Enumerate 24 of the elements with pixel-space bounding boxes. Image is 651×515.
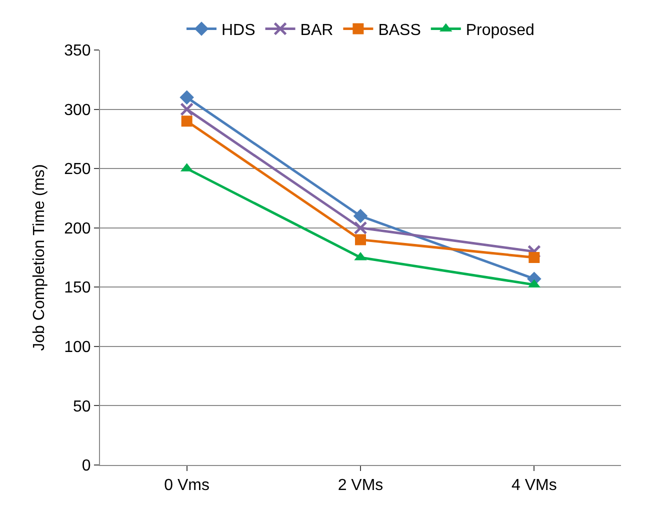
- y-axis-title: Job Completion Time (ms): [30, 164, 48, 351]
- point: [527, 244, 541, 258]
- y-tick-label: 250: [64, 161, 91, 178]
- point: [353, 208, 368, 224]
- y-tick-label: 300: [64, 102, 91, 119]
- y-tick-label: 0: [82, 458, 91, 475]
- legend-label: Proposed: [466, 22, 534, 39]
- point: [180, 102, 194, 116]
- x-tick-label: 4 VMs: [512, 477, 557, 494]
- y-tick-label: 150: [64, 280, 91, 297]
- y-tick-label: 200: [64, 220, 91, 238]
- y-tick-label: 100: [64, 339, 91, 356]
- point: [181, 116, 192, 127]
- point: [354, 221, 368, 235]
- y-tick-label: 50: [73, 398, 91, 416]
- legend-label: BAR: [300, 22, 334, 39]
- legend-label: BASS: [378, 22, 421, 39]
- x-tick-label: 0 Vms: [164, 477, 210, 494]
- x-tick-label: 2 VMs: [338, 477, 384, 494]
- point: [355, 234, 366, 246]
- legend-label: HDS: [222, 22, 256, 39]
- point: [180, 90, 194, 105]
- point: [528, 252, 540, 263]
- y-tick-label: 350: [64, 42, 91, 60]
